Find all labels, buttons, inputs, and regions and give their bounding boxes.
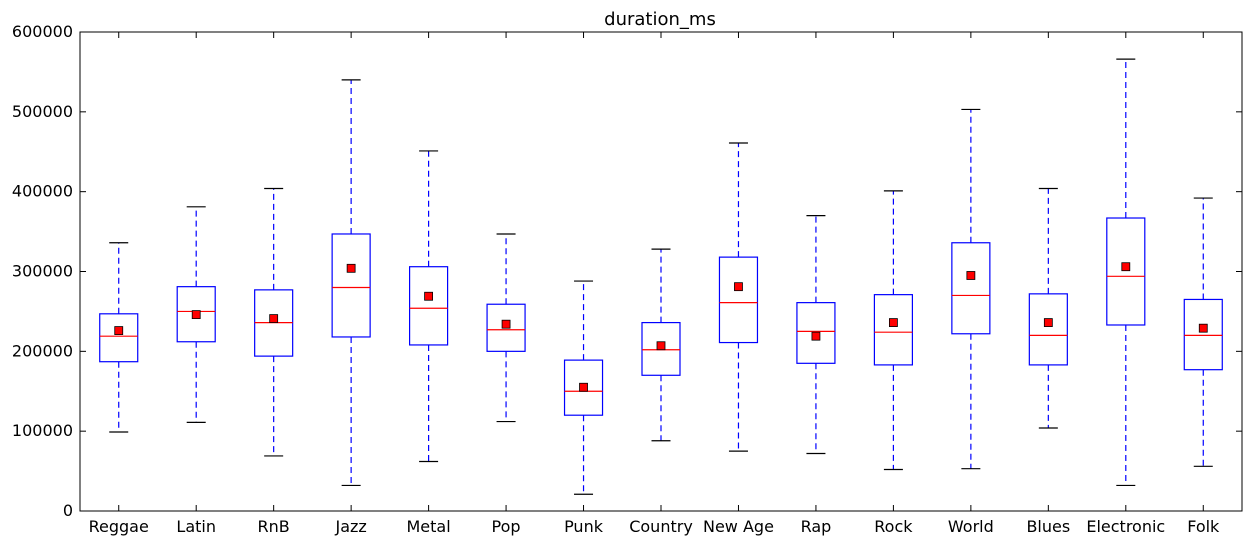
iqr-box <box>99 313 139 363</box>
x-tick-label: Electronic <box>1086 517 1165 536</box>
mean-marker <box>1121 262 1131 272</box>
boxes-layer <box>99 58 1223 495</box>
iqr-box <box>409 266 449 346</box>
mean-marker <box>579 382 588 392</box>
y-tick-label: 200000 <box>12 341 73 360</box>
y-axis: 0 100000 200000 300000 400000 500000 600000 <box>12 22 1242 520</box>
mean-marker <box>811 331 821 341</box>
box-group <box>409 150 449 463</box>
x-tick-label: Folk <box>1187 517 1220 536</box>
y-tick-label: 0 <box>63 501 73 520</box>
x-tick-label: Country <box>629 517 693 536</box>
mean-marker <box>656 341 666 351</box>
box-group <box>951 108 991 470</box>
x-tick-label: Pop <box>492 517 521 536</box>
box-group <box>563 280 604 495</box>
mean-marker <box>424 291 434 301</box>
box-group <box>486 233 526 423</box>
x-tick-label: Jazz <box>334 517 366 536</box>
y-tick-label: 300000 <box>12 262 73 281</box>
x-tick-label: Punk <box>564 517 604 536</box>
y-tick-label: 500000 <box>12 102 73 121</box>
mean-marker <box>734 282 743 292</box>
iqr-box <box>873 294 914 366</box>
box-group <box>176 206 216 423</box>
x-tick-label: Rock <box>874 517 913 536</box>
x-tick-label: World <box>948 517 994 536</box>
iqr-box <box>641 321 681 376</box>
mean-marker <box>269 314 279 324</box>
box-group <box>254 187 294 457</box>
mean-marker <box>501 319 511 329</box>
iqr-box <box>563 359 604 416</box>
x-tick-label: Rap <box>801 517 832 536</box>
mean-marker <box>114 326 124 335</box>
x-axis: Reggae Latin RnB Jazz Metal Pop Punk Country New… <box>89 32 1220 536</box>
iqr-box <box>951 242 991 335</box>
x-tick-label: RnB <box>258 517 290 536</box>
box-group <box>796 215 836 455</box>
box-group <box>1183 197 1223 467</box>
box-group <box>1106 58 1146 487</box>
box-group <box>641 248 681 442</box>
box-group <box>873 190 914 471</box>
iqr-box <box>1028 293 1068 366</box>
x-tick-label: New Age <box>703 517 774 536</box>
x-tick-label: Metal <box>407 517 451 536</box>
mean-marker <box>1043 318 1053 327</box>
iqr-box <box>486 303 526 352</box>
mean-marker <box>889 318 898 327</box>
chart-title: duration_ms <box>604 9 716 30</box>
x-tick-label: Reggae <box>89 517 149 536</box>
iqr-box <box>718 256 759 344</box>
x-tick-label: Latin <box>176 517 216 536</box>
box-group <box>718 142 759 452</box>
iqr-box <box>331 233 371 338</box>
box-group <box>1028 187 1068 429</box>
y-tick-label: 100000 <box>12 421 73 440</box>
mean-marker <box>966 271 976 280</box>
mean-marker <box>346 263 356 273</box>
y-tick-label: 600000 <box>12 22 73 41</box>
box-group <box>331 79 371 487</box>
iqr-box <box>1106 217 1146 326</box>
y-tick-label: 400000 <box>12 182 73 201</box>
iqr-box <box>176 286 216 343</box>
mean-marker <box>1198 323 1208 333</box>
iqr-box <box>796 302 836 364</box>
x-tick-label: Blues <box>1026 517 1070 536</box>
iqr-box <box>1183 298 1223 371</box>
box-group <box>99 242 139 433</box>
mean-marker <box>191 310 201 320</box>
